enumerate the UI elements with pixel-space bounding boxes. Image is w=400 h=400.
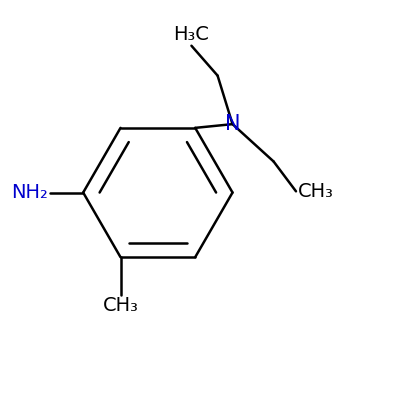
Text: N: N [225, 114, 240, 134]
Text: NH₂: NH₂ [11, 183, 48, 202]
Text: CH₃: CH₃ [102, 296, 138, 315]
Text: H₃C: H₃C [174, 25, 209, 44]
Text: CH₃: CH₃ [298, 182, 334, 201]
